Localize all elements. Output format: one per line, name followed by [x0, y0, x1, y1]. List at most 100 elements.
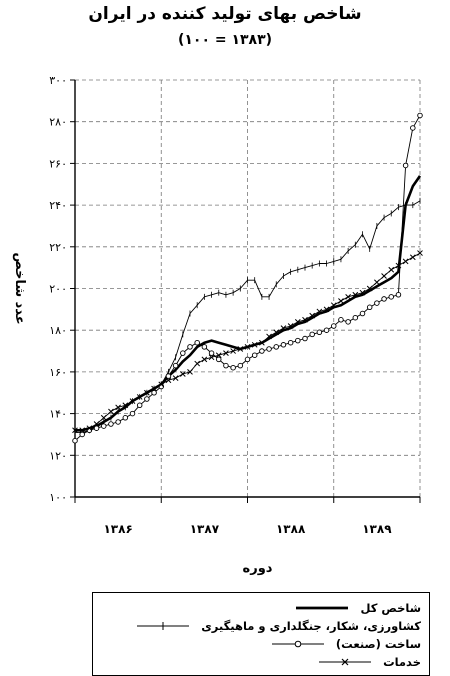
point-industry	[230, 364, 236, 371]
point-industry	[79, 431, 85, 438]
point-services	[230, 348, 236, 354]
point-services	[165, 377, 172, 384]
point-services	[388, 266, 395, 273]
point-industry	[201, 344, 208, 350]
point-industry	[359, 310, 366, 317]
point-services	[122, 402, 129, 409]
point-services	[409, 254, 416, 261]
point-industry	[331, 323, 337, 329]
point-industry	[115, 419, 121, 425]
point-industry	[136, 402, 143, 409]
x-tick-label: ۱۳۸۸	[276, 522, 306, 536]
point-industry	[388, 294, 395, 300]
point-industry	[108, 421, 114, 427]
point-services	[330, 302, 337, 309]
point-services	[151, 385, 157, 392]
point-industry	[345, 319, 351, 325]
point-services	[201, 356, 208, 363]
y-tick-label: ۲۶۰	[49, 157, 67, 170]
chart-legend: شاخص کل کشاورزی، شکار، جنگلداری و ماهیگی…	[92, 592, 430, 676]
legend-label-total: شاخص کل	[360, 601, 421, 615]
point-industry	[187, 344, 193, 350]
point-industry	[309, 331, 315, 338]
point-services	[108, 408, 114, 415]
point-services	[129, 398, 136, 404]
point-services	[359, 289, 366, 296]
point-services	[158, 381, 165, 388]
x-tick-label: ۱۳۸۹	[362, 522, 392, 536]
point-services	[93, 421, 100, 427]
point-industry	[295, 337, 301, 344]
point-industry	[100, 423, 107, 429]
point-industry	[374, 300, 380, 306]
point-industry	[352, 314, 359, 321]
legend-item-agriculture: کشاورزی، شکار، جنگلداری و ماهیگیری	[137, 617, 421, 635]
point-industry	[316, 329, 323, 336]
legend-swatch-total	[296, 606, 349, 610]
point-industry	[122, 415, 129, 421]
point-services	[417, 250, 423, 256]
point-industry	[165, 373, 172, 379]
point-industry	[417, 112, 423, 119]
line-chart: ۱۰۰ ۱۲۰ ۱۴۰ ۱۶۰ ۱۸۰ ۲۰۰ ۲۲۰ ۲۴۰ ۲۶۰ ۲۸۰ ۳۰۰ ۱۳۸۶ ۱۳۸…	[12, 74, 423, 576]
point-industry	[237, 362, 244, 369]
point-services	[215, 352, 222, 359]
point-industry	[302, 335, 308, 342]
point-services	[316, 308, 323, 315]
point-industry	[280, 342, 287, 348]
legend-item-total: شاخص کل	[296, 599, 421, 617]
point-industry	[410, 125, 416, 131]
point-services	[338, 298, 344, 304]
y-tick-label: ۱۰۰	[49, 491, 67, 504]
y-tick-label: ۱۴۰	[49, 408, 67, 421]
point-services	[244, 344, 251, 350]
legend-swatch-services	[319, 658, 372, 666]
legend-label-agriculture: کشاورزی، شکار، جنگلداری و ماهیگیری	[201, 619, 421, 633]
point-industry	[402, 162, 409, 169]
point-industry	[259, 348, 265, 354]
y-tick-label: ۲۴۰	[49, 199, 67, 212]
point-services	[302, 316, 308, 323]
point-services	[187, 369, 193, 375]
x-axis-title: دوره	[243, 561, 273, 576]
point-industry	[215, 356, 222, 363]
x-tick-label: ۱۳۸۷	[190, 522, 220, 536]
point-services	[273, 329, 280, 336]
point-industry	[323, 327, 330, 333]
point-services	[352, 291, 359, 298]
point-industry	[180, 350, 186, 356]
y-tick-label: ۲۲۰	[49, 241, 67, 254]
legend-label-industry: ساخت (صنعت)	[335, 637, 421, 651]
chart-title: شاخص بهای تولید کننده در ایران	[88, 4, 362, 24]
point-services	[294, 319, 301, 325]
point-services	[395, 262, 402, 269]
legend-swatch-agriculture	[137, 622, 190, 630]
point-services	[381, 273, 387, 279]
point-services	[223, 350, 229, 356]
point-services	[79, 427, 86, 434]
point-services	[237, 346, 244, 352]
point-services	[172, 375, 179, 382]
point-services	[115, 404, 121, 411]
point-services	[266, 333, 272, 340]
legend-item-services: خدمات	[319, 653, 421, 671]
point-industry	[273, 344, 280, 350]
point-services	[179, 371, 186, 377]
point-services	[287, 323, 294, 329]
y-tick-label: ۱۲۰	[49, 449, 67, 462]
y-tick-label: ۱۸۰	[49, 324, 67, 337]
point-services	[72, 427, 78, 434]
point-industry	[208, 350, 215, 356]
point-industry	[151, 390, 157, 396]
legend-item-industry: ساخت (صنعت)	[271, 635, 421, 653]
legend-label-services: خدمات	[383, 655, 421, 669]
y-tick-label: ۲۰۰	[49, 283, 67, 296]
x-tick-label: ۱۳۸۶	[103, 522, 132, 536]
point-services	[259, 339, 265, 346]
y-tick-label: ۳۰۰	[49, 74, 67, 87]
point-industry	[72, 437, 78, 444]
point-industry	[144, 396, 150, 402]
point-industry	[244, 356, 251, 363]
point-services	[208, 354, 215, 361]
y-tick-label: ۱۶۰	[49, 366, 67, 379]
